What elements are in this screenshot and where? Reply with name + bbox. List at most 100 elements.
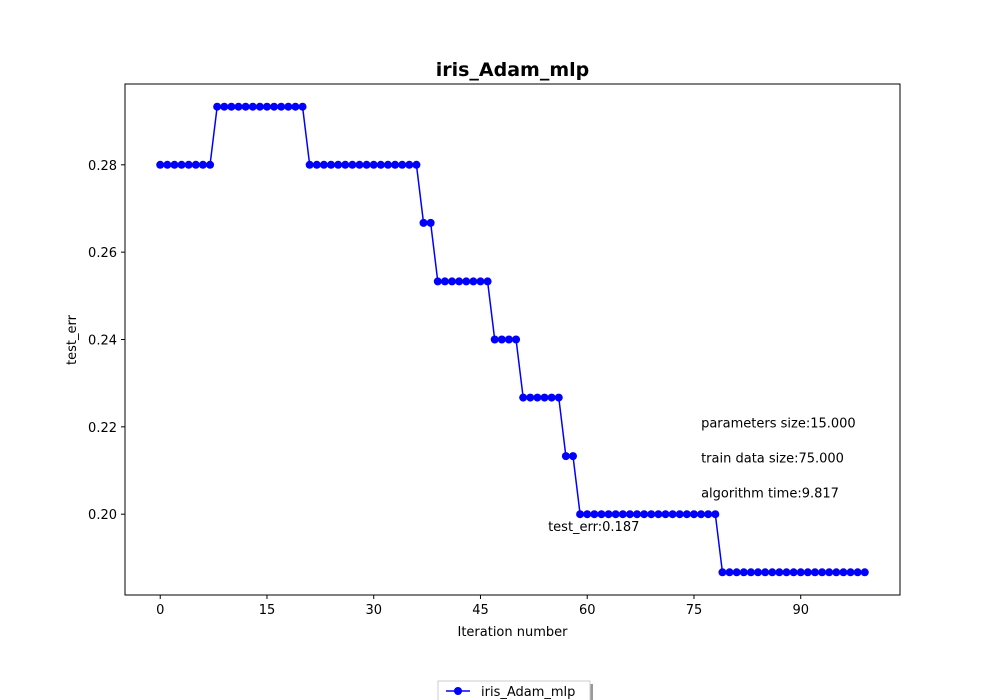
x-tick-label: 45 [472,603,489,618]
data-point [640,510,649,519]
data-point [611,510,620,519]
data-point [739,568,748,577]
data-point [405,160,414,169]
data-point [312,160,321,169]
data-point [576,510,585,519]
legend: iris_Adam_mlp [437,680,593,700]
data-point [369,160,378,169]
data-point [419,218,428,227]
data-point [440,277,449,286]
data-point [184,160,193,169]
data-point [668,510,677,519]
data-point [782,568,791,577]
x-tick-label: 30 [365,603,382,618]
data-point [561,452,570,461]
data-point [398,160,407,169]
data-point [704,510,713,519]
data-point [654,510,663,519]
data-point [255,102,264,111]
legend-label: iris_Adam_mlp [481,685,575,700]
data-point [220,102,229,111]
data-point [362,160,371,169]
data-point [412,160,421,169]
data-point [191,160,200,169]
data-point [526,393,535,402]
data-point [590,510,599,519]
x-tick-label: 90 [792,603,809,618]
annotation: test_err:0.187 [548,520,639,535]
data-point [177,160,186,169]
data-point [761,568,770,577]
data-point [803,568,812,577]
data-point [768,568,777,577]
data-point [213,102,222,111]
data-point [284,102,293,111]
x-axis-label: Iteration number [457,625,568,640]
y-tick-label: 0.26 [88,246,117,261]
data-point [319,160,328,169]
data-point [725,568,734,577]
data-point [689,510,698,519]
data-point [277,102,286,111]
data-point [348,160,357,169]
annotation: parameters size:15.000 [701,416,856,431]
data-point [156,160,165,169]
data-point [697,510,706,519]
data-point [718,568,727,577]
data-point [547,393,556,402]
data-point [341,160,350,169]
annotation: algorithm time:9.817 [701,486,839,501]
data-point [163,160,172,169]
data-point [298,102,307,111]
data-point [355,160,364,169]
data-point [270,102,279,111]
data-point [796,568,805,577]
data-point [597,510,606,519]
data-point [583,510,592,519]
data-point [476,277,485,286]
data-point [483,277,492,286]
data-point [661,510,670,519]
data-point [448,277,457,286]
data-point [391,160,400,169]
data-point [241,102,250,111]
data-point [533,393,542,402]
data-point [426,218,435,227]
data-point [746,568,755,577]
data-point [170,160,179,169]
data-point [604,510,613,519]
data-point [810,568,819,577]
x-tick-label: 75 [686,603,703,618]
y-axis: 0.20 0.22 0.24 0.26 0.28 [88,159,125,523]
data-point [327,160,336,169]
data-point [455,277,464,286]
data-point [754,568,763,577]
data-point [633,510,642,519]
data-point [433,277,442,286]
data-point [675,510,684,519]
data-point [554,393,563,402]
annotations: parameters size:15.000 train data size:75… [548,416,856,535]
data-point [462,277,471,286]
data-point [504,335,513,344]
x-tick-label: 60 [579,603,596,618]
data-point [540,393,549,402]
data-point [262,102,271,111]
data-point [818,568,827,577]
annotation: train data size:75.000 [701,451,844,466]
data-point [469,277,478,286]
legend-marker-swatch [454,687,462,695]
data-point [647,510,656,519]
data-point [711,510,720,519]
data-point [512,335,521,344]
data-point [383,160,392,169]
data-point [625,510,634,519]
y-axis-label: test_err [65,314,80,365]
data-point [853,568,862,577]
data-point [732,568,741,577]
y-tick-label: 0.22 [88,421,117,436]
data-point [846,568,855,577]
data-point [497,335,506,344]
data-point [832,568,841,577]
